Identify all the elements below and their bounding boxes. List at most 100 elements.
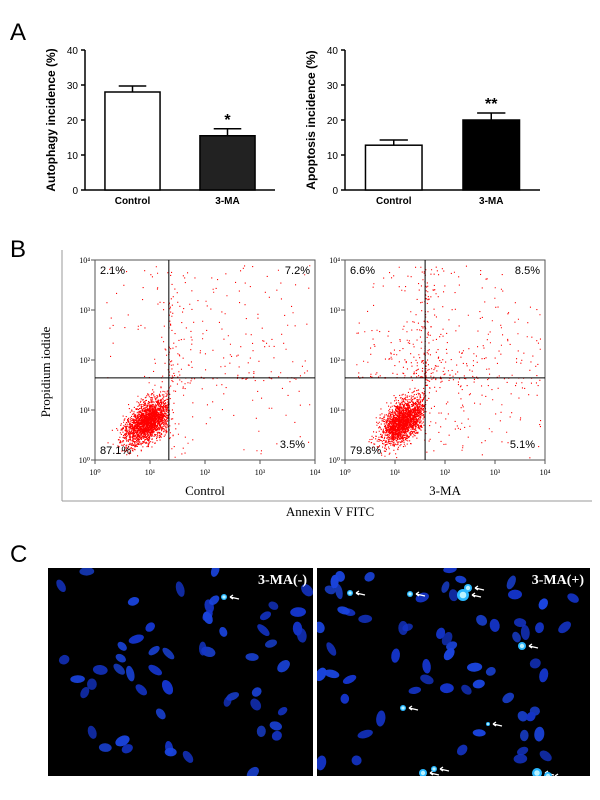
y-tick-label: 10	[327, 151, 339, 162]
nucleus	[115, 653, 126, 663]
cells	[56, 568, 313, 776]
y-tick-label: 10⁴	[329, 256, 340, 265]
nucleus	[520, 625, 530, 640]
nucleus	[476, 614, 488, 626]
panel-label: A	[10, 19, 26, 46]
nucleus	[58, 654, 70, 665]
nucleus	[202, 611, 213, 625]
nucleus	[534, 726, 545, 742]
nucleus	[256, 725, 266, 737]
nucleus	[512, 631, 521, 643]
nucleus	[513, 754, 528, 764]
y-tick-label: 40	[67, 46, 79, 57]
nucleus	[391, 648, 400, 663]
nucleus	[502, 692, 515, 704]
nucleus	[277, 660, 290, 673]
significance: *	[224, 112, 231, 129]
x-tick-label: 10²	[200, 468, 211, 477]
nucleus	[117, 641, 127, 651]
nucleus	[269, 721, 282, 731]
nucleus	[209, 595, 220, 605]
bar	[199, 135, 256, 191]
x-tick-label: 10⁰	[89, 468, 100, 477]
y-tick-label: 40	[327, 46, 339, 57]
arrow	[492, 721, 503, 727]
nucleus	[538, 598, 549, 610]
nucleus	[448, 589, 459, 602]
apoptotic-core	[401, 706, 405, 710]
plot-frame	[344, 259, 546, 461]
image-label: 3-MA(+)	[532, 573, 585, 588]
x-tick-label: 10²	[440, 468, 451, 477]
nucleus	[126, 665, 135, 682]
nucleus	[317, 621, 325, 634]
x-tick-label: Control	[115, 196, 151, 207]
nucleus	[162, 647, 175, 660]
quadrant-label: 2.1%	[100, 265, 125, 277]
arrow	[554, 773, 559, 776]
y-tick-label: 10	[67, 151, 79, 162]
y-tick-label: 10⁰	[329, 456, 340, 465]
nucleus	[127, 597, 140, 606]
arrow	[229, 594, 240, 600]
x-axis-label: Control	[185, 483, 225, 498]
nucleus	[514, 618, 527, 628]
nucleus	[259, 611, 272, 621]
nucleus	[155, 708, 166, 720]
x-tick-label: 10¹	[390, 468, 401, 477]
x-tick-label: 10³	[490, 468, 501, 477]
arrow	[355, 590, 366, 596]
nucleus	[472, 729, 486, 737]
y-tick-label: 10¹	[80, 406, 91, 415]
apoptotic-core	[486, 722, 490, 726]
nucleus	[250, 698, 262, 711]
plot-frame	[94, 259, 316, 461]
y-tick-label: 10³	[80, 306, 91, 315]
y-tick-label: 10¹	[330, 406, 341, 415]
nucleus	[472, 679, 485, 689]
nucleus	[358, 614, 373, 624]
y-tick-label: 10²	[80, 356, 91, 365]
y-tick-label: 20	[327, 116, 339, 127]
micrograph	[48, 568, 313, 776]
y-tick-label: 0	[332, 186, 338, 197]
nucleus	[135, 684, 148, 696]
event-cloud	[106, 265, 311, 458]
quadrant-label: 87.1%	[100, 445, 131, 457]
x-tick-label: 10³	[255, 468, 266, 477]
image-label: 3-MA(-)	[258, 573, 307, 588]
nucleus	[326, 642, 337, 656]
y-axis-title: Propidium iodide	[38, 326, 53, 417]
nucleus	[342, 674, 357, 684]
nucleus	[182, 750, 194, 763]
y-tick-label: 10⁰	[79, 456, 90, 465]
nucleus	[271, 730, 282, 741]
nucleus	[290, 607, 306, 617]
nucleus	[115, 735, 130, 747]
event-cloud	[356, 265, 542, 459]
nucleus	[535, 622, 544, 634]
nucleus	[92, 664, 108, 675]
apoptotic-core	[408, 592, 412, 596]
nucleus	[364, 572, 375, 582]
nucleus	[257, 624, 270, 637]
nucleus	[87, 725, 97, 739]
nucleus	[461, 684, 472, 695]
apoptotic-core	[519, 643, 525, 649]
bar	[104, 91, 161, 191]
nucleus	[86, 678, 97, 690]
y-axis-title: Apoptosis incidence (%)	[304, 50, 318, 189]
y-tick-label: 10⁴	[79, 256, 90, 265]
nucleus	[223, 696, 232, 707]
apoptotic-core	[420, 770, 426, 776]
x-tick-label: Control	[376, 196, 412, 207]
apoptotic-core	[534, 770, 540, 776]
nucleus	[485, 667, 496, 676]
nucleus	[324, 669, 340, 679]
nucleus	[443, 568, 457, 574]
nucleus	[301, 584, 313, 597]
nucleus	[506, 575, 516, 590]
nucleus	[145, 622, 155, 632]
nucleus	[467, 662, 483, 672]
nucleus	[292, 621, 303, 636]
